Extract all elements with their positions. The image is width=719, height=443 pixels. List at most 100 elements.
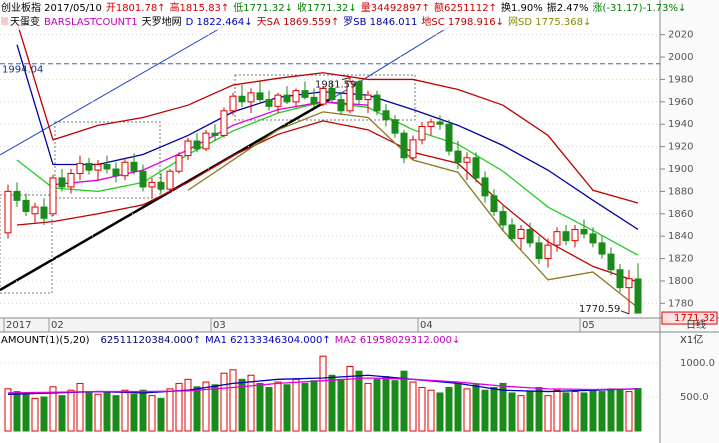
volume-bar (562, 392, 570, 432)
header-item: D 1822.464↓ (186, 17, 253, 28)
candle-body (49, 177, 57, 215)
candle-body (508, 224, 516, 239)
candle-body (544, 244, 552, 260)
candle-body (85, 162, 93, 171)
header-item: 收1771.32↓ (297, 1, 357, 14)
candle-body (94, 164, 102, 171)
volume-bar (571, 391, 579, 432)
candle-body (337, 99, 345, 112)
candle-body (634, 278, 642, 314)
volume-bar (490, 386, 498, 432)
candle-body (202, 132, 210, 150)
candle-body (229, 95, 237, 112)
candle-body (373, 94, 381, 112)
candle-body (184, 140, 192, 157)
volume-bar (13, 391, 21, 432)
candle-body (40, 206, 48, 219)
candle-body (607, 253, 615, 271)
y-tick-label: 2020 (668, 30, 693, 41)
header-bg (0, 0, 540, 30)
header-item: 涨(-31.17)-1.73%↓ (593, 2, 687, 14)
volume-bar (31, 397, 39, 432)
candle-body (499, 211, 507, 226)
y-tick-label: 500.0 (680, 392, 709, 403)
volume-bar (292, 378, 300, 432)
volume-bar (589, 389, 597, 432)
candle-body (274, 94, 282, 107)
volume-bar (355, 370, 363, 432)
candle-body (247, 92, 255, 103)
candle-body (103, 164, 111, 170)
volume-bar (535, 386, 543, 432)
volume-bar (94, 393, 102, 432)
dashed-box (234, 74, 416, 121)
candle-body (445, 123, 453, 152)
candle-body (292, 90, 300, 103)
header-item: 网SD 1775.368↓ (508, 16, 591, 28)
candle-body (427, 121, 435, 127)
x-tick-label: 05 (582, 320, 595, 331)
date-strip (0, 318, 660, 332)
candle-body (391, 119, 399, 134)
candle-body (346, 81, 354, 112)
price-tag (661, 311, 718, 325)
header-item: 量34492897↑ (361, 2, 430, 14)
candle-body (580, 228, 588, 235)
candle-body (139, 170, 147, 188)
volume-bar (157, 397, 165, 432)
volume-bar (211, 384, 219, 432)
volume-bar (202, 381, 210, 432)
volume-bar (526, 391, 534, 432)
annotation-leader (341, 77, 351, 81)
header-item: 低1771.32↓ (233, 1, 293, 14)
volume-bar (625, 391, 633, 432)
volume-bar (265, 386, 273, 432)
volume-bar (274, 381, 282, 432)
volume-bar (517, 395, 525, 432)
y-tick-label: 1980 (668, 74, 693, 85)
y-tick-label: 1900 (668, 164, 693, 175)
volume-bar (409, 381, 417, 432)
volume-bar (499, 382, 507, 432)
volume-bar (175, 382, 183, 432)
last-price: 1771.32 (674, 313, 715, 324)
header-item: 天蛋变 (10, 15, 40, 28)
volume-bar (418, 386, 426, 432)
period-label: 日线 (686, 318, 706, 331)
volume-bar (301, 382, 309, 432)
volume-bar (247, 374, 255, 432)
candle-body (517, 228, 525, 239)
volume-bar (607, 388, 615, 432)
volume-bar (112, 395, 120, 432)
volume-bar (544, 395, 552, 432)
candle-body (130, 161, 138, 172)
candle-body (382, 110, 390, 121)
candle-body (112, 168, 120, 177)
volume-bar (220, 372, 228, 432)
annotation: 1981.59 (315, 80, 356, 91)
candle-body (616, 269, 624, 289)
x-tick-label: 02 (51, 320, 64, 331)
candle-body (598, 242, 606, 255)
candle-body (301, 90, 309, 98)
header-item: 天SA 1869.559↑ (257, 17, 340, 28)
y-tick-label: 1880 (668, 186, 693, 197)
volume-bar (391, 380, 399, 432)
volume-bar (76, 382, 84, 432)
candle-body (4, 190, 12, 234)
volume-bar (256, 382, 264, 432)
y-tick-label: 1820 (668, 254, 693, 265)
indicator-line (7, 377, 639, 394)
header-item: 高1815.83↑ (170, 1, 230, 14)
volume-bar (427, 389, 435, 432)
volume-bar (229, 369, 237, 432)
dashed-box (54, 121, 161, 199)
candle-body (463, 157, 471, 163)
candle-body (481, 177, 489, 197)
annotation: 1770.59 (579, 304, 620, 315)
trend-line (0, 17, 239, 156)
candle-body (22, 199, 30, 213)
y-tick-label: 1840 (668, 231, 693, 242)
candle-body (265, 99, 273, 107)
